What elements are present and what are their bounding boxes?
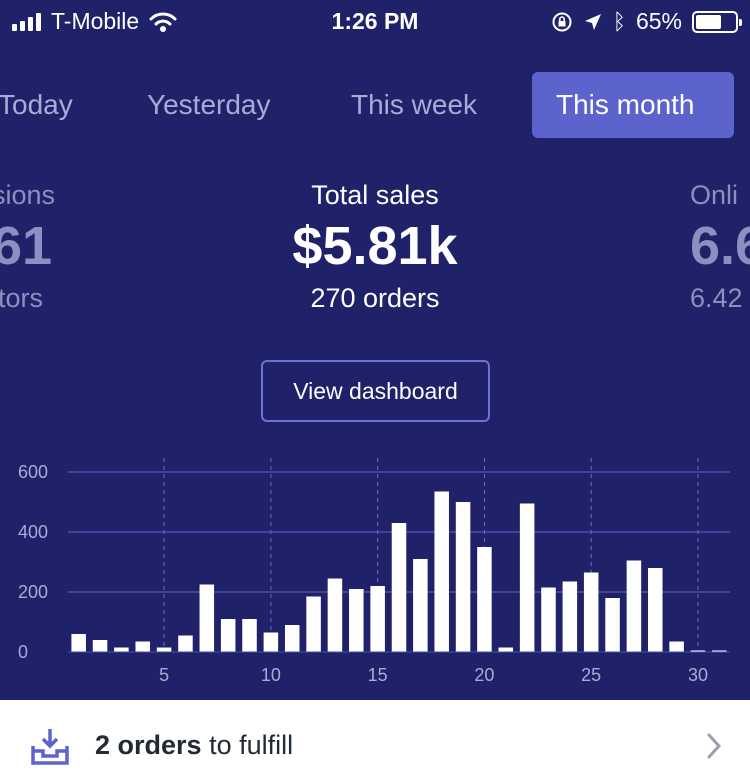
orders-count-text: 2 orders [95,730,202,760]
sales-bar-chart: 0 200 400 600 5 10 15 20 25 30 [18,458,730,685]
orders-to-fulfill-banner[interactable]: 2 orders to fulfill [0,700,750,784]
status-bar: T-Mobile 1:26 PM ᛒ 65% [0,0,750,42]
status-left: T-Mobile [12,8,177,35]
battery-fill [696,14,721,29]
x-tick-label-15: 15 [368,665,388,685]
metric-total-sales[interactable]: Total sales $5.81k 270 orders [225,180,525,314]
bar-day-18 [434,491,449,652]
bar-day-1 [71,634,86,652]
total-sales-label: Total sales [311,180,439,210]
bar-day-3 [114,647,129,652]
bar-day-2 [92,640,108,652]
orders-to-fulfill-text: 2 orders to fulfill [95,730,293,761]
bar-day-10 [263,632,279,652]
bar-day-19 [455,502,471,652]
rotation-lock-icon [552,12,572,31]
view-dashboard-button[interactable]: View dashboard [261,360,490,422]
bar-day-12 [306,596,321,652]
bar-day-23 [541,587,556,652]
bar-day-24 [562,581,578,652]
bar-day-17 [413,559,428,652]
total-sales-value: $5.81k [292,216,458,276]
battery-icon [692,10,742,33]
x-tick-label-25: 25 [581,665,601,685]
bar-day-29 [669,641,684,652]
status-time: 1:26 PM [331,8,419,34]
bar-day-9 [242,619,257,652]
bar-day-22 [519,503,535,652]
bar-day-21 [498,647,514,652]
bar-day-15 [370,586,385,652]
tab-this-week[interactable]: This week [351,89,478,120]
bar-day-14 [349,589,364,652]
metric-online-value: 6.6 [690,216,750,276]
x-tick-label-30: 30 [688,665,708,685]
tab-today[interactable]: Today [0,89,73,120]
signal-icon [12,12,41,31]
bar-day-6 [178,635,193,652]
total-orders-count: 270 orders [310,283,440,313]
x-tick-label-10: 10 [261,665,281,685]
metric-online-store[interactable]: Onli 6.6 6.42 [690,180,750,314]
y-tick-label-0: 0 [18,642,28,662]
bar-day-26 [605,598,620,652]
bluetooth-icon: ᛒ [612,8,626,34]
tab-yesterday[interactable]: Yesterday [147,89,271,120]
x-tick-label-5: 5 [159,665,169,685]
wifi-icon [149,12,177,32]
tab-this-month[interactable]: This month [532,72,734,138]
metric-sessions-sub: itors [0,283,44,313]
y-tick-label-200: 200 [18,582,48,602]
y-tick-label-400: 400 [18,522,48,542]
bar-day-7 [199,584,215,652]
bar-day-5 [156,647,172,652]
bar-day-31 [712,650,727,652]
inbox-download-icon [31,729,69,765]
bar-day-8 [220,619,236,652]
to-fulfill-text: to fulfill [201,730,294,760]
metric-online-sub: 6.42 [690,283,743,313]
metric-sessions-value: 61 [0,216,53,276]
x-tick-label-20: 20 [474,665,494,685]
location-icon [584,13,601,30]
bar-day-13 [327,578,343,652]
bar-day-4 [135,641,151,652]
carrier-name: T-Mobile [51,8,140,34]
bar-day-30 [690,650,706,652]
metric-sessions-label: sions [0,180,56,210]
bar-day-28 [647,568,663,652]
battery-percent: 65% [635,8,682,34]
chevron-right-icon [707,733,722,759]
y-tick-label-600: 600 [18,462,48,482]
status-right: ᛒ 65% [551,8,742,35]
bar-day-16 [391,523,407,652]
metric-online-label: Onli [690,180,739,210]
bar-day-20 [477,547,492,652]
bar-day-25 [583,572,599,652]
bar-day-11 [284,625,300,652]
metric-sessions[interactable]: sions 61 itors [0,180,55,314]
bar-day-27 [626,560,642,652]
